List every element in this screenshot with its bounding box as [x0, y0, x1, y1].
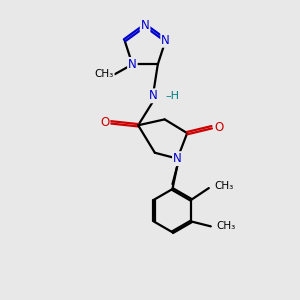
Text: N: N: [173, 152, 182, 165]
Text: CH₃: CH₃: [215, 181, 234, 191]
Text: O: O: [100, 116, 110, 129]
Text: N: N: [141, 19, 149, 32]
Text: N: N: [161, 34, 170, 47]
Text: CH₃: CH₃: [94, 69, 114, 79]
Text: O: O: [214, 121, 223, 134]
Text: N: N: [148, 89, 157, 102]
Text: –H: –H: [166, 91, 180, 101]
Text: N: N: [128, 58, 137, 71]
Text: CH₃: CH₃: [217, 221, 236, 231]
